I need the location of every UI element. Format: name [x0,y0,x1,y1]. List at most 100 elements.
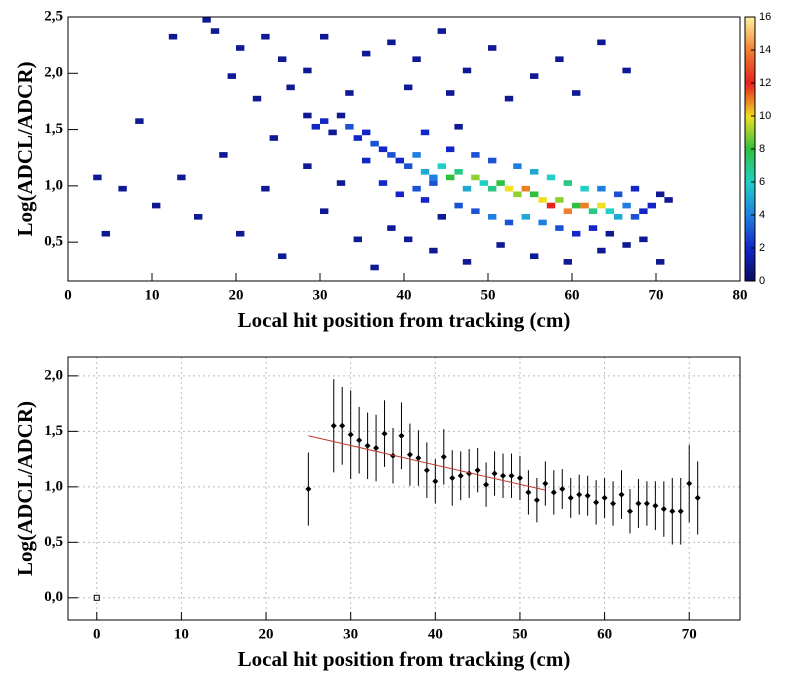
heat-cell [236,230,245,237]
heat-cell [530,191,539,198]
y-tick-label: 0,0 [44,589,63,605]
colorbar-band [745,62,755,66]
point [593,499,600,506]
heat-cell [488,157,497,164]
colorbar-band [745,23,755,27]
colorbar-band [745,137,755,141]
colorbar-label: 16 [759,11,771,23]
colorbar-band [745,200,755,204]
colorbar-band [745,170,755,174]
colorbar-band [745,101,755,105]
point [356,437,363,444]
heat-cell [639,236,648,243]
heat-cell [362,157,371,164]
heat-cell [488,45,497,51]
point [542,480,549,487]
x-tick-label: 40 [397,287,412,303]
heat-cell [462,259,472,265]
heat-cell [496,180,505,186]
colorbar-band [745,122,755,126]
colorbar-band [745,131,755,135]
heat-cell [597,39,606,46]
heat-cell [437,214,446,220]
heat-cell [404,163,413,169]
point [398,432,405,439]
heat-cell [404,236,413,243]
heat-cell [286,84,295,91]
colorbar-band [745,161,755,165]
colorbar-band [745,38,755,42]
x-tick-label: 20 [259,626,274,642]
heat-cell [101,230,110,237]
heat-cell [378,146,388,153]
colorbar-band [745,20,755,24]
heat-cell [370,264,379,271]
colorbar-band [745,53,755,57]
colorbar-band [745,194,755,198]
colorbar-band [745,98,755,102]
colorbar-band [745,266,755,270]
heat-cell [278,56,287,63]
heat-cell [320,208,329,215]
colorbar-band [745,59,755,63]
y-tick-label: 2,5 [44,8,63,24]
colorbar-band [745,230,755,234]
heat-cell [345,90,354,96]
heat-cell [530,168,539,175]
heat-cell [572,202,581,209]
heat-cell [387,39,396,46]
heat-cell [471,152,480,158]
heat-cell [353,236,362,243]
point [525,489,532,496]
point [483,481,490,488]
colorbar-band [745,47,755,51]
heat-cell [412,56,421,63]
colorbar-band [745,185,755,189]
colorbar-band [745,92,755,96]
colorbar-band [745,86,755,90]
fit-line [308,435,546,491]
colorbar-band [745,221,755,225]
heat-cell [630,185,640,192]
colorbar-band [745,182,755,186]
colorbar-band [745,125,755,129]
heat-cell [387,225,396,231]
heat-cell [630,214,640,220]
heat-cell [261,185,270,192]
point [474,467,481,474]
heat-cell [538,197,547,203]
heat-cell [412,152,421,158]
colorbar-band [745,119,755,123]
heat-cell [328,129,337,136]
point [559,486,566,493]
point [669,508,676,515]
colorbar-band [745,71,755,75]
heat-cell [336,180,346,186]
x-tick-label: 30 [313,287,328,303]
heat-cell [320,33,329,40]
heat-cell [446,146,455,153]
point [500,472,507,479]
heat-cell [194,214,203,220]
heat-cell [269,135,278,141]
point [457,472,464,479]
point [686,480,693,487]
x-tick-label: 0 [64,287,72,303]
point [584,492,591,499]
heat-cell [420,129,430,136]
colorbar-band [745,269,755,273]
heat-cell [236,45,245,51]
colorbar-band [745,83,755,87]
heat-cell [656,191,665,198]
heat-cell [622,202,631,209]
heat-cell [278,253,287,260]
heat-cell [202,17,211,23]
heat-cell [227,73,236,79]
point [601,494,608,501]
colorbar-label: 8 [759,143,765,155]
heat-cell [605,208,614,215]
heat-cell [362,129,371,136]
point [347,431,354,438]
heat-cell [521,214,530,220]
heat-cell [563,259,572,265]
